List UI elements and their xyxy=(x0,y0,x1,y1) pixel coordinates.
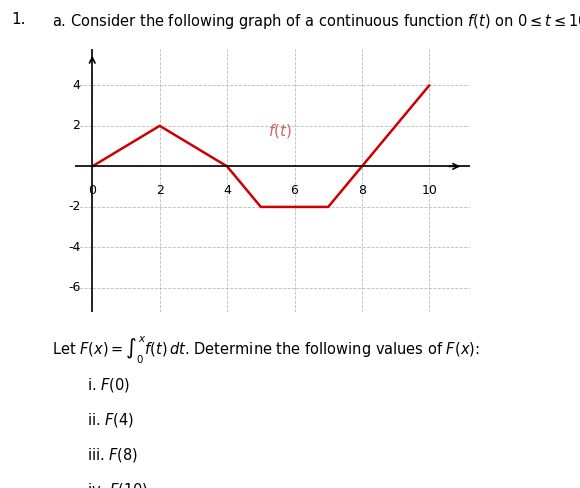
Text: -6: -6 xyxy=(68,282,81,294)
Text: -4: -4 xyxy=(68,241,81,254)
Text: i. $F(0)$: i. $F(0)$ xyxy=(87,376,130,394)
Text: iv. $F(10)$: iv. $F(10)$ xyxy=(87,481,148,488)
Text: ii. $F(4)$: ii. $F(4)$ xyxy=(87,411,134,429)
Text: 4: 4 xyxy=(223,183,231,197)
Text: a. Consider the following graph of a continuous function $f(t)$ on $0 \leq t \le: a. Consider the following graph of a con… xyxy=(52,12,580,31)
Text: 6: 6 xyxy=(291,183,299,197)
Text: 2: 2 xyxy=(72,120,81,132)
Text: Let $F(x) = \int_0^{x} f(t)\, dt$. Determine the following values of $F(x)$:: Let $F(x) = \int_0^{x} f(t)\, dt$. Deter… xyxy=(52,334,480,366)
Text: 1.: 1. xyxy=(12,12,26,27)
Text: 4: 4 xyxy=(72,79,81,92)
Text: -2: -2 xyxy=(68,201,81,213)
Text: 8: 8 xyxy=(358,183,366,197)
Text: iii. $F(8)$: iii. $F(8)$ xyxy=(87,446,138,464)
Text: 0: 0 xyxy=(88,183,96,197)
Text: 10: 10 xyxy=(422,183,437,197)
Text: 2: 2 xyxy=(156,183,164,197)
Text: $f(t)$: $f(t)$ xyxy=(267,122,291,141)
